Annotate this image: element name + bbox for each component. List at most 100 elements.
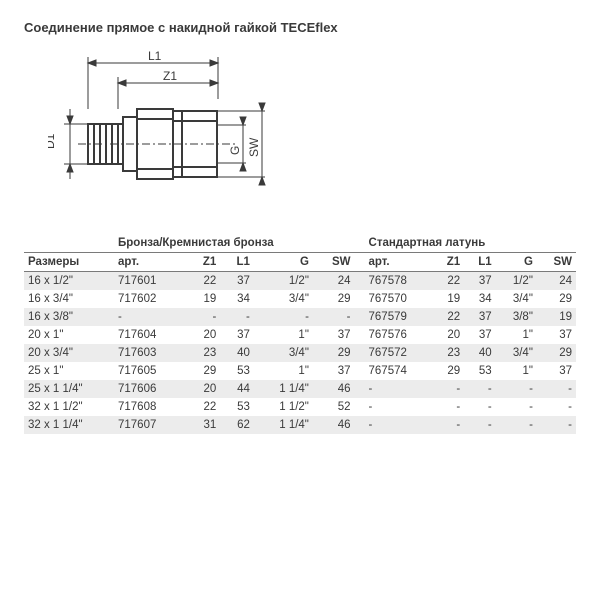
technical-diagram: L1 Z1 D1 <box>48 49 576 214</box>
table-row: 20 x 3/4"71760323403/4"2976757223403/4"2… <box>24 344 576 362</box>
cell: 53 <box>220 362 254 380</box>
cell: 23 <box>433 344 464 362</box>
cell: 767570 <box>365 290 433 308</box>
cell: 46 <box>313 416 355 434</box>
cell: 32 x 1 1/4" <box>24 416 114 434</box>
cell: - <box>365 380 433 398</box>
cell: 24 <box>537 272 576 291</box>
dim-d1: D1 <box>48 133 57 149</box>
cell: 717603 <box>114 344 187 362</box>
cell: 29 <box>313 344 355 362</box>
cell: 29 <box>313 290 355 308</box>
cell: 1" <box>254 326 313 344</box>
cell: 40 <box>464 344 495 362</box>
cell: 20 <box>187 326 221 344</box>
col-art-1: арт. <box>114 253 187 272</box>
cell: - <box>496 380 537 398</box>
cell: 1 1/2" <box>254 398 313 416</box>
cell: 53 <box>220 398 254 416</box>
dim-l1: L1 <box>148 49 162 63</box>
col-sw-1: SW <box>313 253 355 272</box>
cell: 29 <box>537 290 576 308</box>
cell: 37 <box>464 272 495 291</box>
cell: 1" <box>496 362 537 380</box>
cell: 16 x 3/8" <box>24 308 114 326</box>
col-l1-1: L1 <box>220 253 254 272</box>
cell: 20 <box>433 326 464 344</box>
cell: 37 <box>537 362 576 380</box>
cell: - <box>496 398 537 416</box>
cell: 37 <box>464 308 495 326</box>
cell: 3/4" <box>254 290 313 308</box>
group-header-brass: Стандартная латунь <box>365 234 576 253</box>
col-z1-2: Z1 <box>433 253 464 272</box>
cell: 37 <box>220 272 254 291</box>
cell: 52 <box>313 398 355 416</box>
cell: 717608 <box>114 398 187 416</box>
cell: 1 1/4" <box>254 416 313 434</box>
cell: 31 <box>187 416 221 434</box>
page-title: Соединение прямое с накидной гайкой TECE… <box>24 20 576 35</box>
cell: 23 <box>187 344 221 362</box>
cell: - <box>537 416 576 434</box>
cell: 1 1/4" <box>254 380 313 398</box>
cell: 16 x 3/4" <box>24 290 114 308</box>
cell: 767572 <box>365 344 433 362</box>
cell <box>355 398 365 416</box>
cell: - <box>496 416 537 434</box>
table-row: 16 x 3/8"-----76757922373/8"19 <box>24 308 576 326</box>
cell: 22 <box>433 272 464 291</box>
cell: - <box>114 308 187 326</box>
cell: 717601 <box>114 272 187 291</box>
cell: - <box>313 308 355 326</box>
group-header-bronze: Бронза/Кремнистая бронза <box>114 234 355 253</box>
cell: 22 <box>187 272 221 291</box>
cell: 3/4" <box>254 344 313 362</box>
col-l1-2: L1 <box>464 253 495 272</box>
table-row: 32 x 1 1/2"71760822531 1/2"52----- <box>24 398 576 416</box>
cell <box>355 290 365 308</box>
cell: - <box>537 398 576 416</box>
cell: 767578 <box>365 272 433 291</box>
table-row: 25 x 1 1/4"71760620441 1/4"46----- <box>24 380 576 398</box>
cell: 3/8" <box>496 308 537 326</box>
dim-g: G <box>228 146 242 155</box>
cell: 19 <box>187 290 221 308</box>
table-row: 20 x 1"71760420371"3776757620371"37 <box>24 326 576 344</box>
cell: 37 <box>313 362 355 380</box>
cell: 34 <box>220 290 254 308</box>
cell: 1/2" <box>254 272 313 291</box>
cell: 37 <box>313 326 355 344</box>
cell: - <box>365 398 433 416</box>
cell: 3/4" <box>496 344 537 362</box>
table-row: 16 x 1/2"71760122371/2"2476757822371/2"2… <box>24 272 576 291</box>
cell: 717604 <box>114 326 187 344</box>
cell <box>355 326 365 344</box>
cell: 29 <box>433 362 464 380</box>
cell: 717606 <box>114 380 187 398</box>
cell <box>355 344 365 362</box>
cell: 34 <box>464 290 495 308</box>
cell: - <box>464 380 495 398</box>
cell <box>355 272 365 291</box>
col-sw-2: SW <box>537 253 576 272</box>
cell: - <box>254 308 313 326</box>
dim-z1: Z1 <box>163 69 177 83</box>
col-z1-1: Z1 <box>187 253 221 272</box>
cell: 29 <box>537 344 576 362</box>
cell: 1" <box>496 326 537 344</box>
cell: - <box>365 416 433 434</box>
col-g-1: G <box>254 253 313 272</box>
cell <box>355 380 365 398</box>
col-art-2: арт. <box>365 253 433 272</box>
cell: 20 x 1" <box>24 326 114 344</box>
cell: 767579 <box>365 308 433 326</box>
cell: 24 <box>313 272 355 291</box>
cell: 25 x 1" <box>24 362 114 380</box>
table-row: 32 x 1 1/4"71760731621 1/4"46----- <box>24 416 576 434</box>
cell: 22 <box>433 308 464 326</box>
cell <box>355 362 365 380</box>
cell: 29 <box>187 362 221 380</box>
cell: 46 <box>313 380 355 398</box>
cell: 20 <box>187 380 221 398</box>
